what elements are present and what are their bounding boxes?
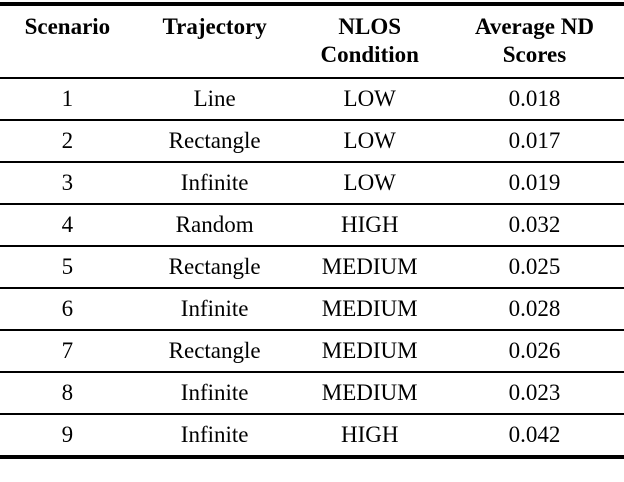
cell-nlos: MEDIUM bbox=[294, 288, 445, 332]
cell-scenario: 7 bbox=[0, 330, 135, 374]
cell-scenario: 3 bbox=[0, 162, 135, 206]
cell-score: 0.023 bbox=[444, 372, 624, 416]
table-row: 9 Infinite HIGH 0.042 bbox=[0, 414, 624, 457]
cell-trajectory: Line bbox=[134, 78, 295, 122]
cell-scenario: 6 bbox=[0, 288, 135, 332]
cell-scenario: 1 bbox=[0, 78, 135, 122]
cell-trajectory: Random bbox=[134, 204, 295, 248]
cell-score: 0.019 bbox=[444, 162, 624, 206]
cell-score: 0.028 bbox=[444, 288, 624, 332]
cell-trajectory: Rectangle bbox=[134, 120, 295, 164]
cell-trajectory: Rectangle bbox=[134, 330, 295, 374]
cell-score: 0.025 bbox=[444, 246, 624, 290]
cell-score: 0.017 bbox=[444, 120, 624, 164]
cell-score: 0.018 bbox=[444, 78, 624, 122]
table-row: 2 Rectangle LOW 0.017 bbox=[0, 120, 624, 164]
table-row: 3 Infinite LOW 0.019 bbox=[0, 162, 624, 206]
cell-scenario: 9 bbox=[61, 422, 74, 448]
cell-score: 0.032 bbox=[444, 204, 624, 248]
table-body: 1 Line LOW 0.018 2 Rectangle LOW 0.017 3 Infinite… bbox=[0, 78, 624, 457]
cell-scenario: 8 bbox=[0, 372, 135, 416]
table-row: 5 Rectangle MEDIUM 0.025 bbox=[0, 246, 624, 290]
table-row: 8 Infinite MEDIUM 0.023 bbox=[0, 372, 624, 416]
column-header-score: Average ND Scores bbox=[444, 4, 624, 80]
results-table: Scenario Trajectory NLOS Condition Average … bbox=[0, 2, 624, 460]
cell-nlos: MEDIUM bbox=[294, 372, 445, 416]
cell-nlos: HIGH bbox=[340, 422, 399, 448]
cell-nlos: LOW bbox=[294, 78, 445, 122]
cell-trajectory: Infinite bbox=[134, 162, 295, 206]
cell-trajectory: Rectangle bbox=[134, 246, 295, 290]
header-row: Scenario Trajectory NLOS Condition Average … bbox=[0, 4, 624, 80]
table-row: 6 Infinite MEDIUM 0.028 bbox=[0, 288, 624, 332]
cell-score: 0.042 bbox=[508, 422, 561, 448]
cell-scenario: 2 bbox=[0, 120, 135, 164]
column-header-nlos: NLOS Condition bbox=[294, 4, 445, 80]
cell-nlos: LOW bbox=[294, 162, 445, 206]
cell-scenario: 5 bbox=[0, 246, 135, 290]
table-row: 4 Random HIGH 0.032 bbox=[0, 204, 624, 248]
column-header-trajectory: Trajectory bbox=[134, 4, 295, 80]
cell-nlos: LOW bbox=[294, 120, 445, 164]
cell-nlos: MEDIUM bbox=[294, 330, 445, 374]
cell-trajectory: Infinite bbox=[134, 372, 295, 416]
cell-scenario: 4 bbox=[0, 204, 135, 248]
cell-nlos: MEDIUM bbox=[294, 246, 445, 290]
cell-nlos: HIGH bbox=[294, 204, 445, 248]
table-row: 7 Rectangle MEDIUM 0.026 bbox=[0, 330, 624, 374]
cell-trajectory: Infinite bbox=[134, 288, 295, 332]
table-row: 1 Line LOW 0.018 bbox=[0, 78, 624, 122]
cell-trajectory: Infinite bbox=[180, 422, 249, 448]
cell-score: 0.026 bbox=[444, 330, 624, 374]
column-header-scenario: Scenario bbox=[0, 4, 135, 80]
